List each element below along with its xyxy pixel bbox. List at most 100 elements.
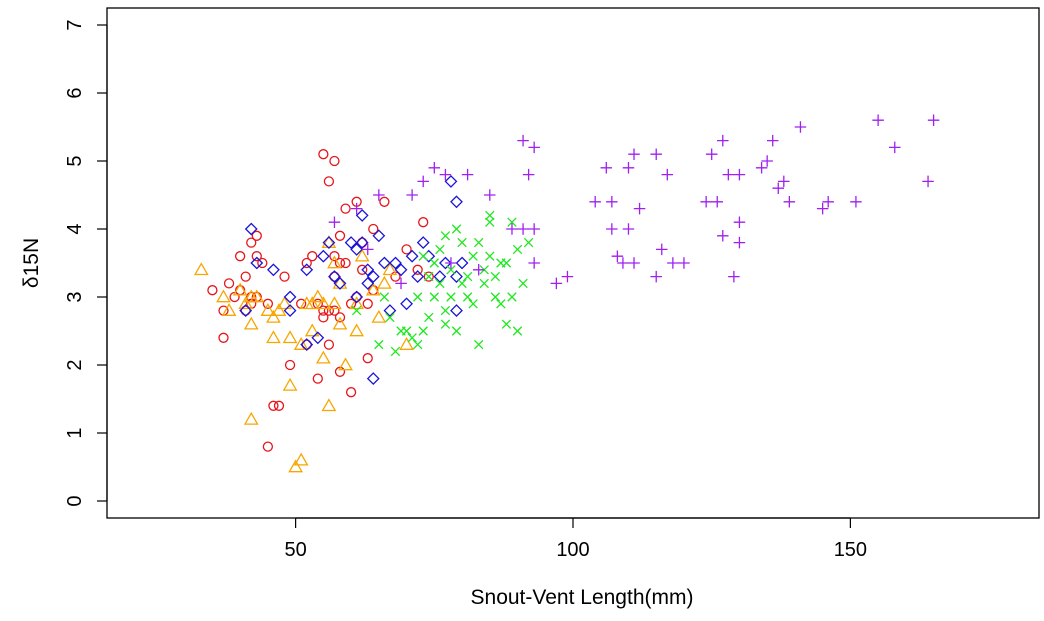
data-point (606, 223, 618, 235)
data-point (316, 249, 330, 263)
data-point (611, 250, 624, 262)
data-point (622, 223, 635, 235)
data-point (246, 237, 257, 248)
data-point (283, 304, 297, 318)
data-point (678, 257, 690, 269)
data-point (260, 303, 276, 316)
data-point (283, 290, 297, 304)
data-point (461, 168, 474, 181)
data-point (329, 271, 340, 282)
y-tick-label: 6 (64, 87, 86, 98)
data-point (355, 236, 369, 250)
data-point (490, 271, 501, 282)
data-point (496, 299, 506, 309)
data-point (357, 237, 368, 248)
x-tick-label: 150 (834, 539, 867, 561)
data-point (600, 162, 613, 174)
data-point (318, 149, 329, 160)
data-point (522, 168, 535, 181)
data-point (412, 339, 423, 350)
data-point (350, 242, 364, 256)
data-point (446, 292, 456, 302)
data-point (733, 236, 746, 249)
data-point (277, 296, 292, 310)
data-point (872, 114, 884, 126)
data-point (310, 289, 326, 303)
data-point (517, 134, 529, 147)
data-point (705, 148, 718, 160)
series-triangle (193, 235, 414, 473)
data-point (279, 271, 290, 282)
data-point (315, 350, 331, 364)
data-point (468, 251, 478, 261)
data-point (373, 189, 385, 201)
data-point (350, 290, 364, 304)
data-point (506, 223, 518, 235)
x-axis: 50 100 150 (284, 517, 867, 561)
data-point (338, 357, 353, 371)
data-point (429, 258, 440, 268)
data-point (366, 270, 380, 284)
data-point (761, 155, 773, 167)
data-point (361, 276, 375, 290)
data-point (783, 196, 796, 208)
data-point (889, 141, 901, 154)
data-point (366, 372, 380, 386)
data-point (424, 312, 434, 323)
data-point (240, 271, 251, 282)
data-point (457, 237, 467, 248)
data-point (223, 278, 235, 289)
data-point (332, 316, 348, 330)
data-point (273, 400, 285, 411)
data-points (193, 114, 940, 473)
data-point (284, 359, 296, 371)
data-point (350, 202, 363, 215)
data-point (406, 189, 418, 201)
series-plus (328, 114, 940, 290)
data-point (405, 249, 419, 263)
data-point (354, 248, 370, 262)
data-point (271, 303, 287, 316)
data-point (232, 282, 248, 296)
data-point (512, 244, 523, 255)
data-point (733, 168, 746, 181)
data-point (589, 196, 601, 208)
data-point (755, 162, 768, 174)
data-point (501, 258, 512, 268)
data-point (733, 216, 746, 228)
data-point (401, 244, 412, 255)
data-point (327, 255, 342, 269)
data-point (418, 217, 429, 228)
data-point (444, 174, 458, 188)
data-point (239, 304, 253, 318)
data-point (450, 270, 463, 284)
data-point (329, 305, 340, 316)
data-point (473, 339, 484, 350)
y-tick-label: 1 (64, 427, 86, 438)
data-point (243, 316, 259, 330)
y-tick-label: 2 (64, 359, 86, 370)
data-point (218, 332, 229, 343)
data-point (340, 257, 351, 269)
data-point (357, 264, 368, 275)
data-point (424, 271, 434, 282)
x-tick-label: 50 (284, 539, 306, 561)
data-point (507, 292, 517, 302)
data-point (628, 148, 640, 160)
y-tick-label: 0 (64, 495, 86, 506)
data-point (333, 276, 347, 290)
data-point (418, 326, 428, 336)
data-point (462, 271, 473, 282)
data-point (440, 305, 451, 316)
data-point (234, 251, 246, 262)
data-point (468, 299, 478, 309)
data-point (221, 303, 237, 316)
data-point (455, 256, 469, 270)
data-point (399, 337, 414, 350)
data-point (457, 278, 467, 289)
data-point (485, 251, 495, 261)
data-point (379, 292, 390, 302)
data-point (351, 291, 362, 303)
data-point (606, 196, 618, 208)
y-tick-label: 5 (64, 155, 86, 166)
